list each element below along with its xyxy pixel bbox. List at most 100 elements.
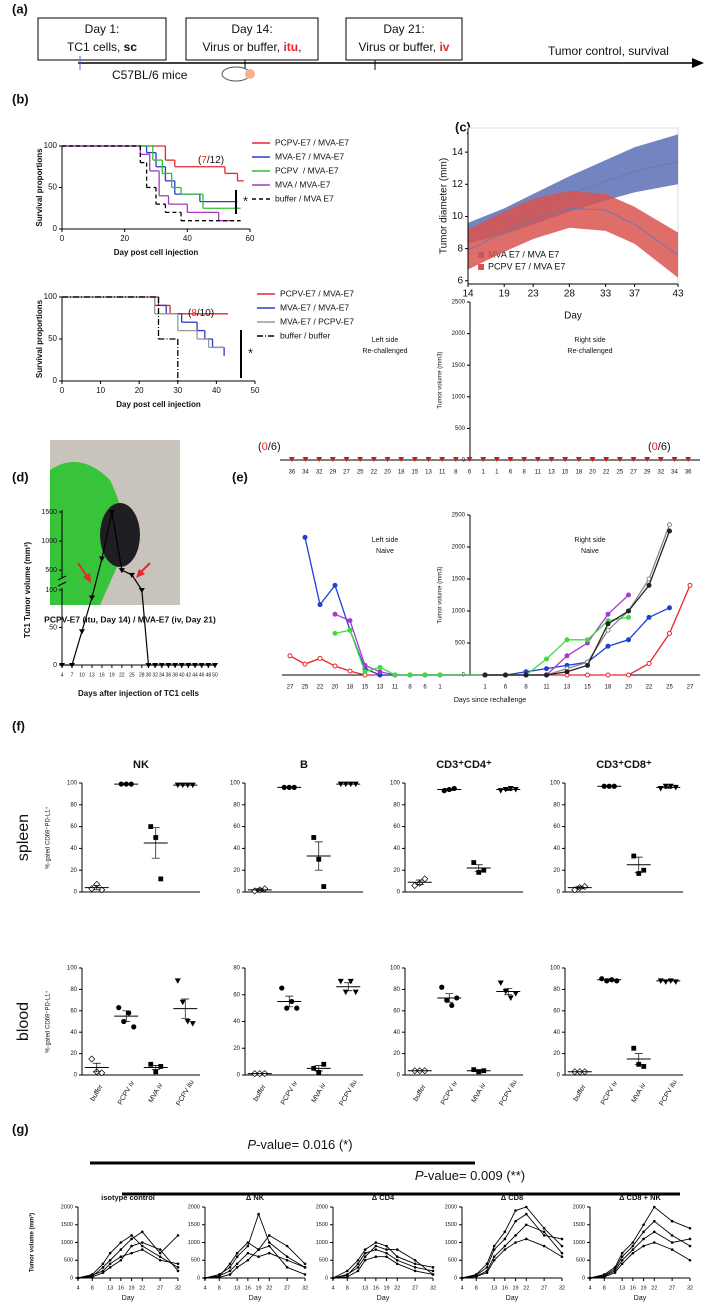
label: 80 bbox=[553, 987, 560, 993]
label: 2000 bbox=[452, 331, 466, 337]
label: 20 bbox=[233, 868, 240, 874]
label: (b) bbox=[12, 91, 29, 106]
marker bbox=[485, 1266, 489, 1269]
marker bbox=[108, 1251, 112, 1255]
marker bbox=[439, 984, 445, 990]
marker bbox=[631, 1241, 635, 1244]
label: 0 bbox=[557, 1073, 561, 1079]
label: 43 bbox=[672, 289, 684, 300]
label: 8 bbox=[408, 685, 412, 691]
label: 19 bbox=[513, 1285, 519, 1291]
label: 0 bbox=[397, 1073, 401, 1079]
marker bbox=[332, 630, 338, 636]
marker bbox=[411, 457, 418, 462]
marker bbox=[374, 1248, 378, 1251]
marker bbox=[285, 1255, 289, 1258]
marker bbox=[140, 1241, 144, 1244]
label: 18 bbox=[575, 470, 582, 476]
arrow-head bbox=[692, 58, 704, 68]
label: (c) bbox=[455, 119, 471, 134]
label: 60 bbox=[233, 992, 240, 998]
marker bbox=[267, 1234, 271, 1237]
label: 13 bbox=[548, 470, 555, 476]
label: 16 bbox=[245, 1285, 251, 1291]
label: 20 bbox=[393, 1051, 400, 1057]
marker bbox=[670, 1241, 674, 1244]
label: 13 bbox=[234, 1285, 240, 1291]
ci-band bbox=[468, 190, 678, 278]
label: 100 bbox=[67, 966, 78, 972]
marker bbox=[370, 457, 377, 462]
marker bbox=[374, 1244, 378, 1248]
label: 0 bbox=[582, 1275, 585, 1281]
marker bbox=[321, 1061, 327, 1067]
label: 0 bbox=[557, 890, 561, 896]
marker bbox=[98, 556, 105, 562]
label: (f) bbox=[12, 718, 25, 733]
marker bbox=[303, 1262, 307, 1266]
annotation-part: /12) bbox=[207, 155, 224, 166]
marker bbox=[345, 1275, 349, 1279]
marker bbox=[185, 663, 192, 668]
marker bbox=[395, 1255, 399, 1258]
label: Day bbox=[377, 1295, 390, 1302]
marker bbox=[59, 663, 65, 668]
series-line bbox=[77, 1231, 179, 1279]
marker bbox=[481, 867, 487, 873]
label: 500 bbox=[319, 1258, 328, 1264]
annotation-part: /6) bbox=[658, 441, 671, 453]
label: 2000 bbox=[452, 545, 466, 551]
p: P bbox=[247, 1137, 256, 1152]
t: iv bbox=[439, 40, 449, 54]
label: 29 bbox=[329, 470, 336, 476]
marker bbox=[485, 1262, 489, 1266]
label: 13 bbox=[377, 685, 384, 691]
label: 27 bbox=[541, 1285, 547, 1291]
marker bbox=[203, 1276, 207, 1280]
label: 1000 bbox=[573, 1240, 585, 1246]
label: CD3⁺CD4⁺ bbox=[436, 759, 492, 771]
label: 2000 bbox=[188, 1204, 200, 1210]
marker bbox=[398, 457, 405, 462]
marker bbox=[626, 592, 631, 598]
label: 38 bbox=[172, 672, 178, 678]
label: 1 bbox=[483, 685, 487, 691]
marker bbox=[626, 614, 631, 620]
marker bbox=[503, 1248, 507, 1251]
label: 15 bbox=[362, 685, 369, 691]
label: 1500 bbox=[573, 1222, 585, 1228]
label: 0 bbox=[197, 1275, 200, 1281]
marker bbox=[257, 1255, 260, 1258]
axis-label: Survival proportions bbox=[35, 148, 44, 227]
t: , bbox=[298, 40, 301, 54]
marker bbox=[605, 621, 611, 627]
marker bbox=[285, 1258, 289, 1262]
label: 4 bbox=[460, 1285, 463, 1291]
label: 27 bbox=[669, 1285, 675, 1291]
marker bbox=[599, 976, 605, 982]
label: 36 bbox=[166, 672, 172, 678]
marker bbox=[392, 672, 398, 678]
label: 22 bbox=[139, 1285, 145, 1291]
marker bbox=[620, 1262, 624, 1266]
label: 500 bbox=[455, 641, 466, 647]
label: 1000 bbox=[316, 1240, 328, 1246]
marker bbox=[652, 1219, 656, 1223]
marker bbox=[179, 999, 186, 1006]
label: 0 bbox=[462, 458, 466, 464]
label: 2000 bbox=[573, 1204, 585, 1210]
label: 80 bbox=[393, 987, 400, 993]
step-day: Day 14: bbox=[231, 22, 272, 36]
marker bbox=[317, 655, 323, 661]
label: PCPV itu bbox=[175, 1079, 195, 1107]
marker bbox=[332, 611, 338, 617]
marker bbox=[642, 1223, 645, 1227]
marker bbox=[385, 1251, 388, 1255]
sem-bar bbox=[344, 982, 353, 992]
label: 6 bbox=[509, 470, 513, 476]
panel-d-photo bbox=[50, 440, 180, 605]
axis-label: Tumor volume (mm³) bbox=[29, 1213, 36, 1272]
label: 4 bbox=[203, 1285, 206, 1291]
label: 1500 bbox=[188, 1222, 200, 1228]
axis-label: TC1 Tumor volume (mm³) bbox=[23, 542, 32, 639]
